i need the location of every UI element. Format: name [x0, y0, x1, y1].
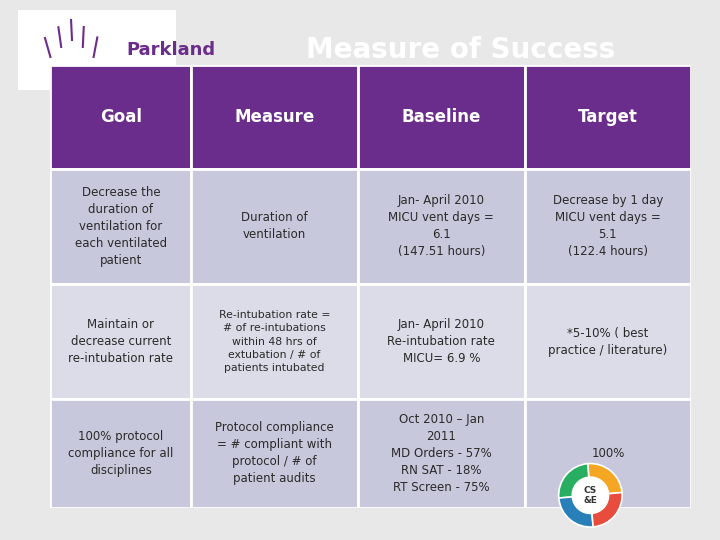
- Bar: [192, 284, 358, 399]
- Bar: [50, 284, 192, 399]
- Wedge shape: [588, 463, 622, 494]
- Text: Re-intubation rate =
# of re-intubations
within 48 hrs of
extubation / # of
pati: Re-intubation rate = # of re-intubations…: [219, 310, 330, 373]
- Text: Goal: Goal: [100, 108, 142, 126]
- Text: Maintain or
decrease current
re-intubation rate: Maintain or decrease current re-intubati…: [68, 318, 174, 365]
- Text: CS
&E: CS &E: [583, 485, 598, 505]
- Bar: [358, 399, 525, 508]
- Bar: [50, 399, 192, 508]
- Text: Jan- April 2010
Re-intubation rate
MICU= 6.9 %: Jan- April 2010 Re-intubation rate MICU=…: [387, 318, 495, 365]
- Bar: [192, 169, 358, 284]
- Bar: [525, 65, 691, 169]
- Bar: [192, 399, 358, 508]
- Text: Baseline: Baseline: [402, 108, 481, 126]
- Text: 100%: 100%: [591, 447, 624, 460]
- Bar: [192, 65, 358, 169]
- Wedge shape: [559, 497, 593, 527]
- Bar: [358, 169, 525, 284]
- Bar: [50, 169, 192, 284]
- Text: Decrease the
duration of
ventilation for
each ventilated
patient: Decrease the duration of ventilation for…: [75, 186, 167, 267]
- Text: Decrease by 1 day
MICU vent days =
5.1
(122.4 hours): Decrease by 1 day MICU vent days = 5.1 (…: [553, 194, 663, 259]
- Text: Oct 2010 – Jan
2011
MD Orders - 57%
RN SAT - 18%
RT Screen - 75%: Oct 2010 – Jan 2011 MD Orders - 57% RN S…: [391, 413, 492, 494]
- Bar: [525, 284, 691, 399]
- Text: Target: Target: [578, 108, 638, 126]
- Bar: [525, 399, 691, 508]
- Text: Measure of Success: Measure of Success: [306, 36, 616, 64]
- Text: Jan- April 2010
MICU vent days =
6.1
(147.51 hours): Jan- April 2010 MICU vent days = 6.1 (14…: [388, 194, 494, 259]
- Circle shape: [572, 477, 608, 514]
- Text: *5-10% ( best
practice / literature): *5-10% ( best practice / literature): [548, 327, 667, 356]
- Text: Measure: Measure: [235, 108, 315, 126]
- Text: Protocol compliance
= # compliant with
protocol / # of
patient audits: Protocol compliance = # compliant with p…: [215, 421, 334, 485]
- Wedge shape: [559, 464, 589, 498]
- Text: Parkland: Parkland: [126, 41, 215, 59]
- Bar: [50, 65, 192, 169]
- FancyBboxPatch shape: [18, 10, 176, 90]
- Bar: [358, 284, 525, 399]
- Text: Duration of
ventilation: Duration of ventilation: [241, 212, 308, 241]
- Text: 100% protocol
compliance for all
disciplines: 100% protocol compliance for all discipl…: [68, 430, 174, 477]
- Bar: [358, 65, 525, 169]
- Bar: [525, 169, 691, 284]
- Wedge shape: [592, 492, 622, 527]
